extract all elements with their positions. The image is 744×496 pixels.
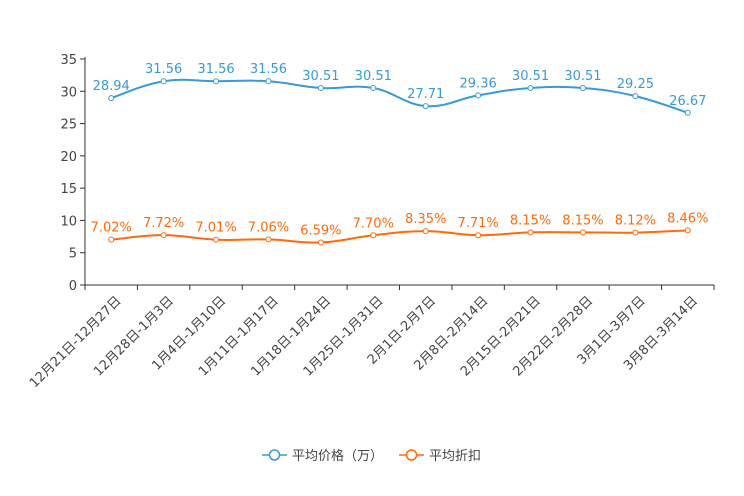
legend-item-label[interactable]: 平均折扣 [429, 449, 481, 464]
data-label: 8.46% [667, 211, 708, 226]
y-tick-label: 30 [60, 85, 77, 100]
data-label: 31.56 [145, 62, 182, 77]
data-point [684, 109, 691, 116]
y-tick-label: 5 [69, 247, 77, 262]
data-point [265, 236, 272, 243]
data-label: 30.51 [512, 69, 549, 84]
y-tick-label: 10 [60, 214, 77, 229]
data-point [265, 78, 272, 85]
data-point [370, 84, 377, 91]
series-line-0 [110, 78, 689, 114]
data-label: 7.02% [91, 221, 132, 236]
data-label: 7.72% [143, 216, 184, 231]
data-point [475, 92, 482, 99]
series-line-1 [111, 229, 688, 244]
data-point [317, 239, 324, 246]
data-label: 7.70% [353, 216, 394, 231]
data-point [527, 229, 534, 236]
data-point [632, 93, 639, 100]
data-label: 29.36 [460, 76, 497, 91]
data-point [684, 227, 691, 234]
data-label: 8.15% [562, 213, 603, 228]
data-point [160, 78, 167, 85]
data-point [422, 228, 429, 235]
data-label: 27.71 [407, 87, 444, 102]
legend-marker-icon [405, 449, 418, 461]
data-point [527, 84, 534, 91]
y-tick-label: 25 [60, 118, 77, 133]
data-label: 7.06% [248, 220, 289, 235]
data-label: 30.51 [302, 69, 339, 84]
data-label: 8.15% [510, 213, 551, 228]
x-tick-label: 12月21日-12月27日 [27, 294, 124, 391]
data-label: 8.35% [405, 212, 446, 227]
data-label: 26.67 [669, 94, 706, 109]
data-label: 31.56 [197, 62, 234, 77]
data-label: 28.94 [93, 79, 130, 94]
data-point [370, 232, 377, 239]
data-label: 29.25 [617, 77, 654, 92]
y-tick-label: 15 [60, 182, 77, 197]
data-point [160, 232, 167, 239]
data-point [579, 84, 586, 91]
data-label: 6.59% [300, 223, 341, 238]
data-point [422, 103, 429, 110]
data-point [579, 229, 586, 236]
data-point [632, 229, 639, 236]
data-label: 7.71% [457, 216, 498, 231]
data-label: 30.51 [564, 69, 601, 84]
y-tick-label: 0 [69, 279, 77, 294]
data-point [475, 232, 482, 239]
legend-item-label[interactable]: 平均价格（万） [292, 448, 383, 464]
data-label: 8.12% [615, 214, 656, 229]
data-point [108, 95, 115, 102]
data-label: 7.01% [195, 221, 236, 236]
y-tick-label: 20 [60, 150, 77, 165]
data-label: 31.56 [250, 62, 287, 77]
data-label: 30.51 [355, 69, 392, 84]
data-point [317, 84, 324, 91]
data-point [108, 236, 115, 243]
data-point [213, 78, 220, 85]
data-point [213, 236, 220, 243]
legend-marker-icon [268, 449, 281, 461]
y-tick-label: 35 [60, 53, 77, 68]
